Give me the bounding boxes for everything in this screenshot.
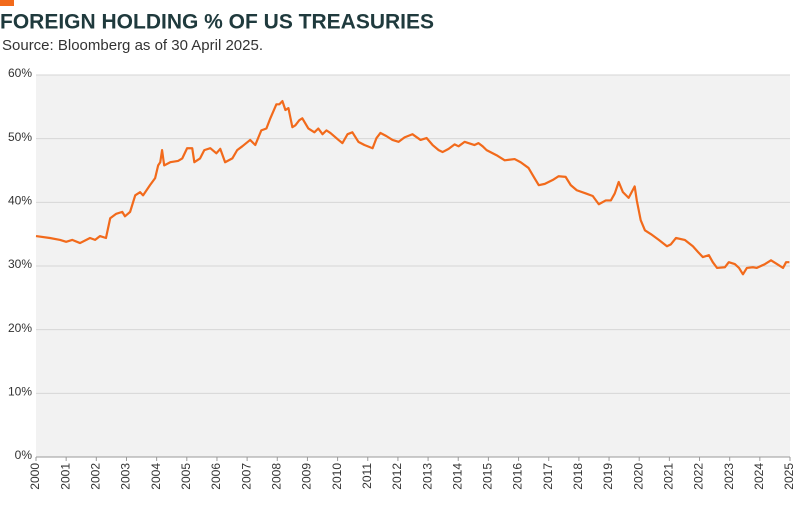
x-tick-label: 2015 — [481, 463, 495, 490]
x-tick-label: 2021 — [662, 463, 676, 490]
x-tick-label: 2013 — [420, 463, 434, 490]
x-tick-label: 2007 — [239, 463, 253, 490]
y-tick-label: 20% — [8, 321, 32, 335]
chart-subtitle: Source: Bloomberg as of 30 April 2025. — [2, 37, 263, 54]
y-tick-label: 50% — [8, 130, 32, 144]
x-tick-label: 2020 — [631, 463, 645, 490]
chart-title: FOREIGN HOLDING % OF US TREASURIES — [0, 11, 434, 34]
accent-bar — [0, 0, 14, 6]
y-tick-label: 60% — [8, 66, 32, 80]
x-tick-label: 2000 — [28, 463, 42, 490]
y-tick-label: 0% — [15, 448, 33, 462]
x-tick-label: 2002 — [88, 463, 102, 490]
x-tick-label: 2018 — [571, 463, 585, 490]
x-tick-label: 2011 — [360, 463, 374, 489]
x-tick-label: 2005 — [179, 463, 193, 490]
y-tick-label: 40% — [8, 194, 32, 208]
x-tick-label: 2003 — [119, 463, 133, 490]
x-tick-label: 2008 — [269, 463, 283, 490]
y-tick-label: 10% — [8, 385, 32, 399]
x-tick-label: 2025 — [782, 463, 796, 490]
y-tick-label: 30% — [8, 257, 32, 271]
data-line — [35, 100, 790, 276]
x-tick-label: 2001 — [58, 463, 72, 490]
x-tick-label: 2019 — [601, 463, 615, 490]
x-tick-label: 2024 — [752, 463, 766, 490]
x-tick-label: 2010 — [330, 463, 344, 490]
x-tick-label: 2009 — [300, 463, 314, 490]
x-tick-label: 2014 — [450, 463, 464, 490]
x-tick-label: 2006 — [209, 463, 223, 490]
x-tick-label: 2016 — [511, 463, 525, 490]
x-tick-label: 2012 — [390, 463, 404, 490]
x-tick-label: 2023 — [722, 463, 736, 490]
x-tick-label: 2022 — [692, 463, 706, 490]
x-tick-label: 2017 — [541, 463, 555, 490]
x-tick-label: 2004 — [149, 463, 163, 490]
